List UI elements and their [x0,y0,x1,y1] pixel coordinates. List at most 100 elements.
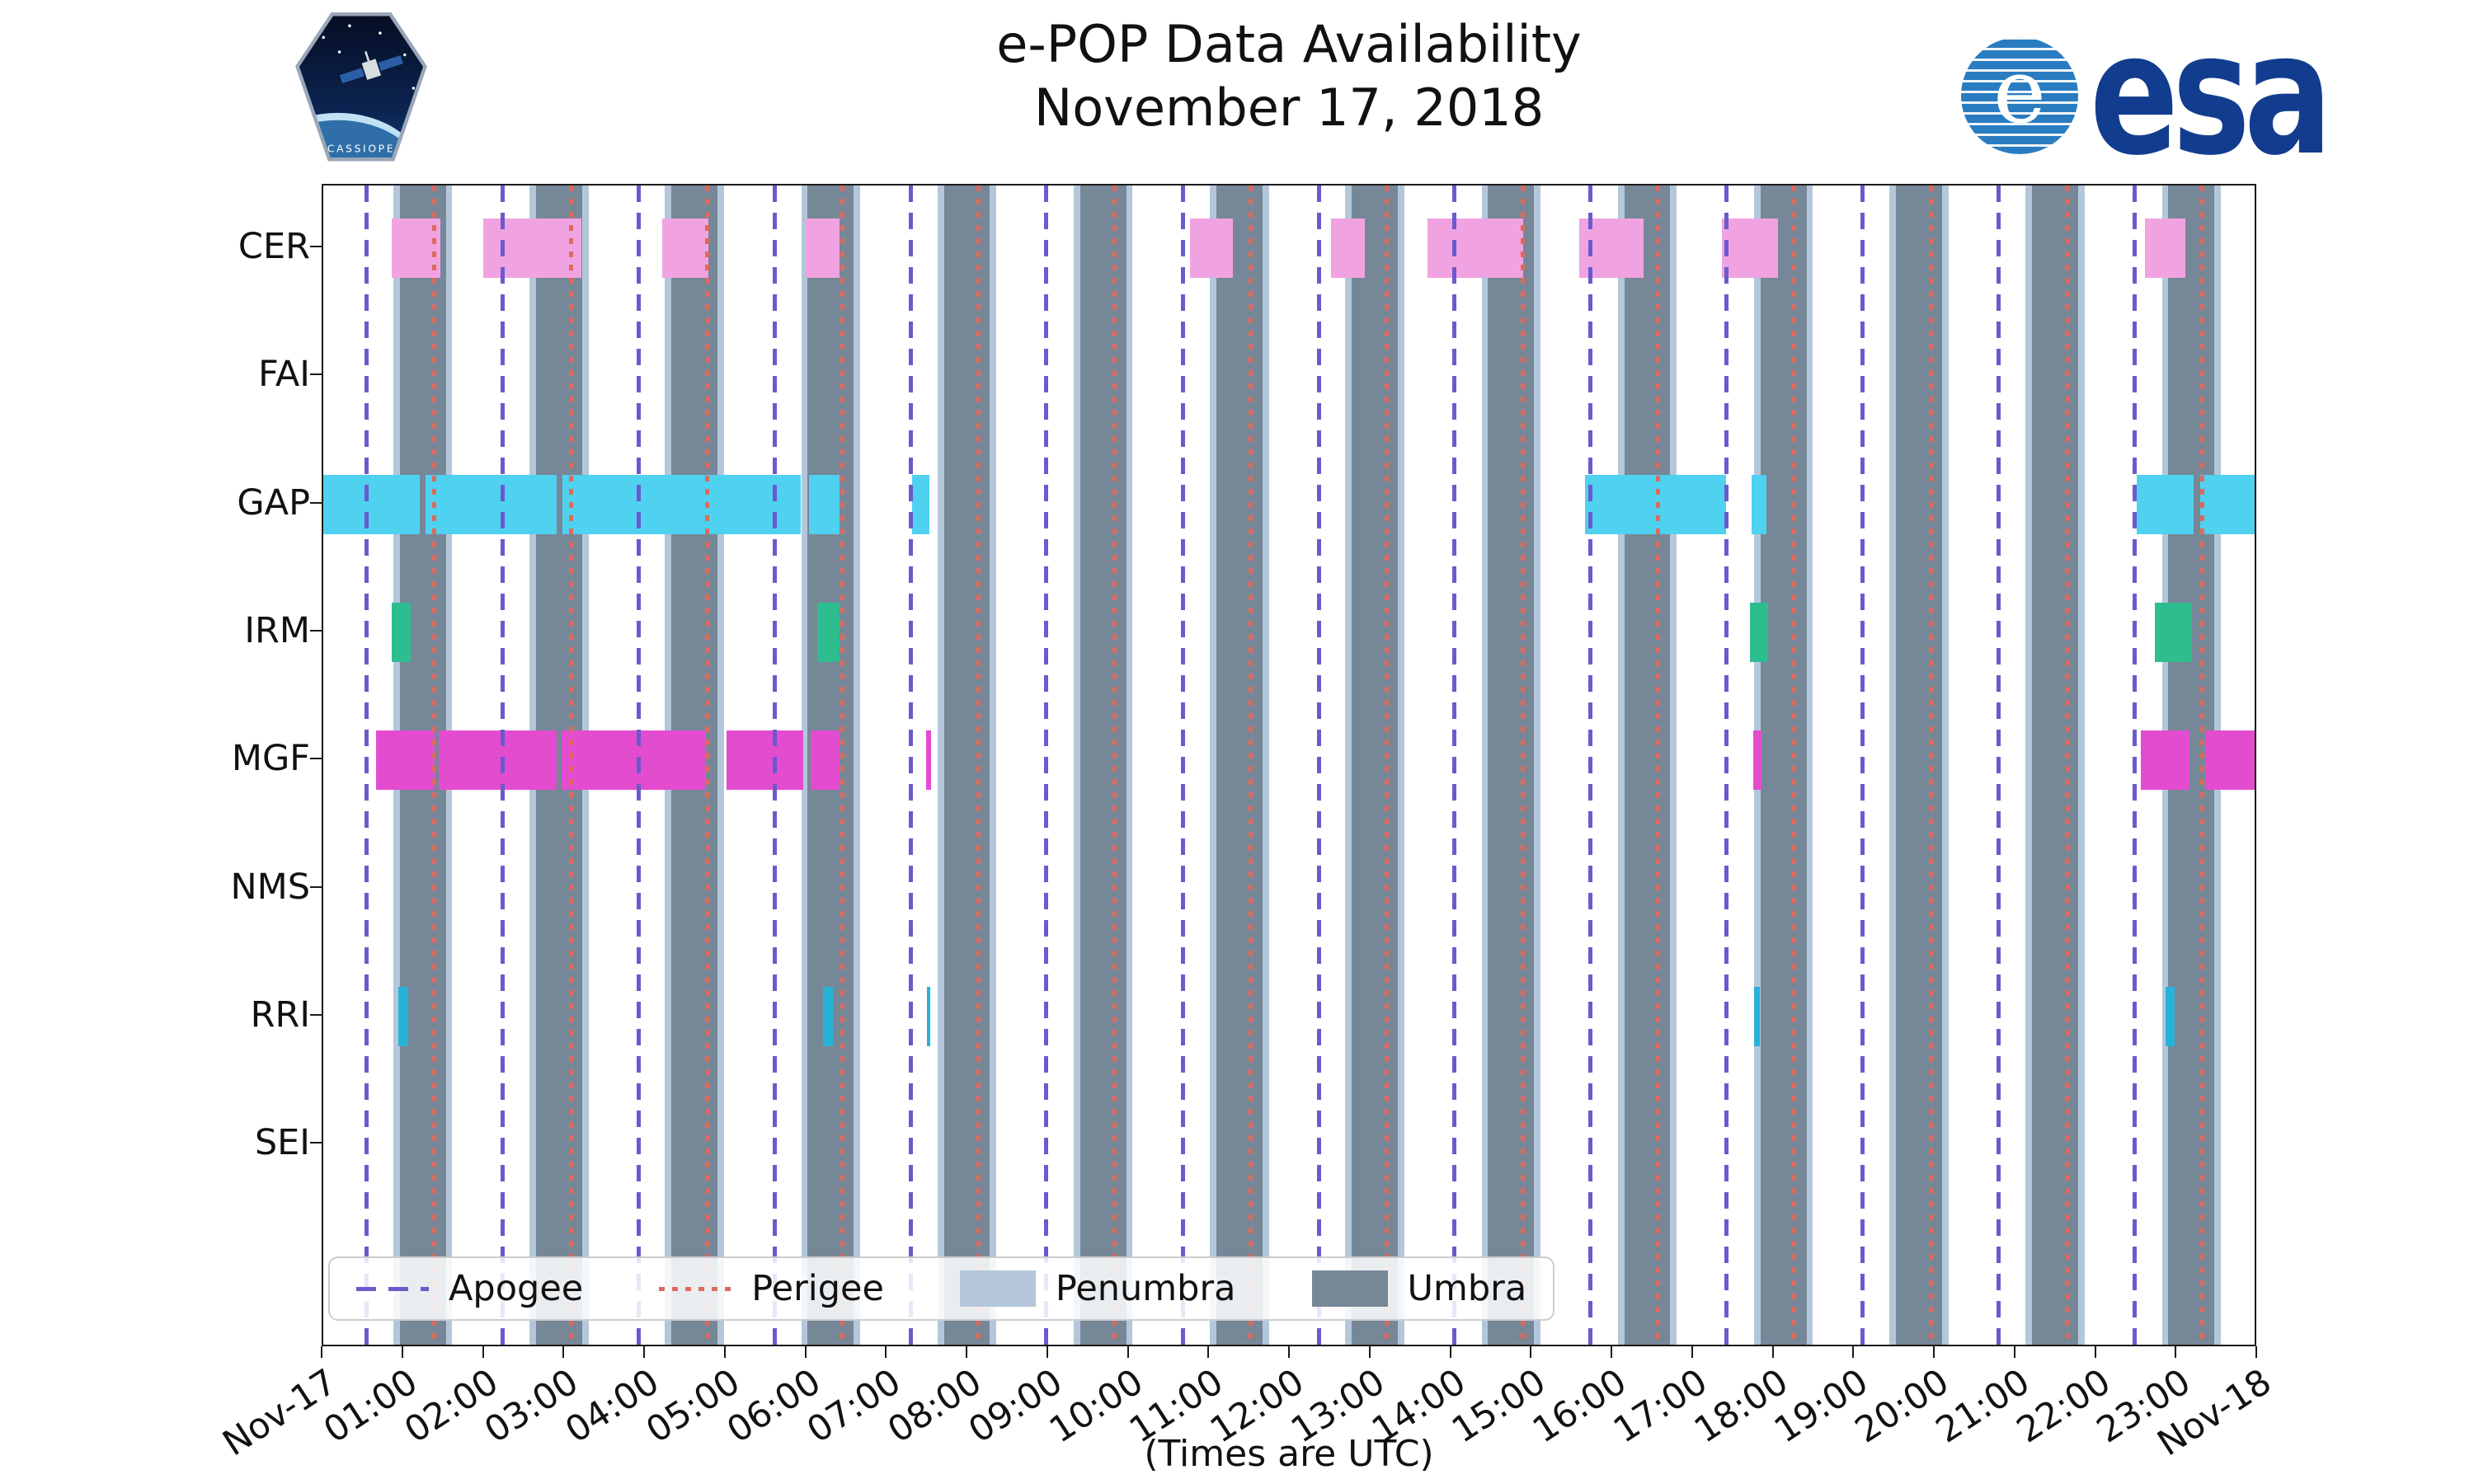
availability-bar-gap [323,474,421,534]
x-tick [2094,1346,2096,1358]
availability-bar-mgf [562,730,707,791]
x-tick [2175,1346,2177,1358]
availability-bar-cer [1189,218,1233,278]
availability-bar-gap [562,474,801,534]
umbra-band [2032,186,2078,1345]
y-tick [310,501,322,504]
availability-bar-mgf [2205,730,2255,791]
availability-bar-gap [809,474,840,534]
perigee-line [2064,186,2069,1345]
plot-area [322,184,2256,1346]
x-tick [1207,1346,1210,1358]
availability-bar-irm [817,602,840,662]
x-tick [562,1346,565,1358]
x-tick [1771,1346,1774,1358]
availability-bar-irm [392,602,411,662]
perigee-line [1384,186,1389,1345]
apogee-line [1044,186,1049,1345]
x-tick [1611,1346,1612,1358]
apogee-dashed-line-swatch [356,1286,429,1291]
perigee-line [704,186,709,1345]
y-tick [310,758,322,760]
x-tick [1368,1346,1371,1358]
perigee-line [1521,186,1526,1345]
availability-bar-gap [2199,474,2255,534]
chart-title: e-POP Data Availability [996,14,1582,74]
availability-bar-cer [1330,218,1365,278]
apogee-line [1860,186,1865,1345]
chart-subtitle: November 17, 2018 [1033,77,1545,138]
availability-bar-irm [2154,602,2192,662]
availability-bar-cer [482,218,581,278]
y-axis-label-cer: CER [238,226,310,267]
x-tick [2013,1346,2015,1358]
availability-bar-gap [2137,474,2194,534]
availability-bar-cer [805,218,840,278]
x-tick [1933,1346,1935,1358]
availability-bar-mgf [2141,730,2189,791]
apogee-line [1588,186,1593,1345]
apogee-line [909,186,914,1345]
perigee-line [1656,186,1661,1345]
apogee-line [772,186,777,1345]
y-axis-label-fai: FAI [258,354,310,396]
perigee-line [1248,186,1253,1345]
x-tick [1046,1346,1048,1358]
availability-bar-gap [1584,474,1726,534]
x-tick [885,1346,887,1358]
x-tick [1449,1346,1451,1358]
apogee-line [501,186,506,1345]
umbra-band [1760,186,1807,1345]
perigee-dotted-line-swatch [659,1286,732,1291]
legend-item-perigee: Perigee [659,1268,884,1309]
legend-label-apogee: Apogee [449,1268,584,1309]
legend-label-umbra: Umbra [1407,1268,1527,1309]
perigee-line [840,186,844,1345]
cassiope-label: CASSIOPE [327,143,395,154]
legend-item-penumbra: Penumbra [959,1268,1236,1309]
esa-globe-icon: e [1961,36,2078,154]
legend-item-apogee: Apogee [356,1268,583,1309]
y-axis-label-irm: IRM [244,609,310,651]
cassiope-patch-icon: CASSIOPE [295,12,427,162]
availability-bar-mgf [375,730,435,791]
x-tick [401,1346,403,1358]
cassiope-mission-patch: CASSIOPE [289,8,434,171]
title-block: e-POP Data Availability November 17, 201… [322,13,2256,140]
esa-wordmark: esa [2090,0,2332,193]
availability-bar-gap [1752,474,1766,534]
y-tick [310,629,322,632]
x-tick [482,1346,484,1358]
apogee-line [1180,186,1185,1345]
availability-bar-mgf [926,730,932,791]
apogee-line [1451,186,1456,1345]
y-axis-label-sei: SEI [254,1122,310,1164]
umbra-band [1352,186,1398,1345]
y-axis-label-nms: NMS [230,866,310,908]
availability-bar-cer [2145,218,2186,278]
perigee-line [432,186,437,1345]
x-tick [2255,1346,2257,1358]
availability-bar-mgf [438,730,557,791]
apogee-line [1996,186,2001,1345]
perigee-line [976,186,981,1345]
perigee-line [1792,186,1797,1345]
availability-bar-rri [1754,986,1760,1046]
umbra-band [1624,186,1671,1345]
perigee-line [568,186,573,1345]
y-tick [310,373,322,376]
y-axis-label-rri: RRI [250,993,310,1036]
umbra-band [1896,186,1942,1345]
availability-bar-rri [397,986,408,1046]
penumbra-patch-swatch [959,1270,1036,1307]
availability-bar-cer [392,218,440,278]
availability-bar-mgf [811,730,840,791]
x-tick [1852,1346,1855,1358]
availability-bar-rri [2165,986,2175,1046]
apogee-line [2132,186,2137,1345]
perigee-line [2200,186,2205,1345]
x-tick [1530,1346,1532,1358]
y-tick [310,1142,322,1144]
umbra-band [1079,186,1126,1345]
